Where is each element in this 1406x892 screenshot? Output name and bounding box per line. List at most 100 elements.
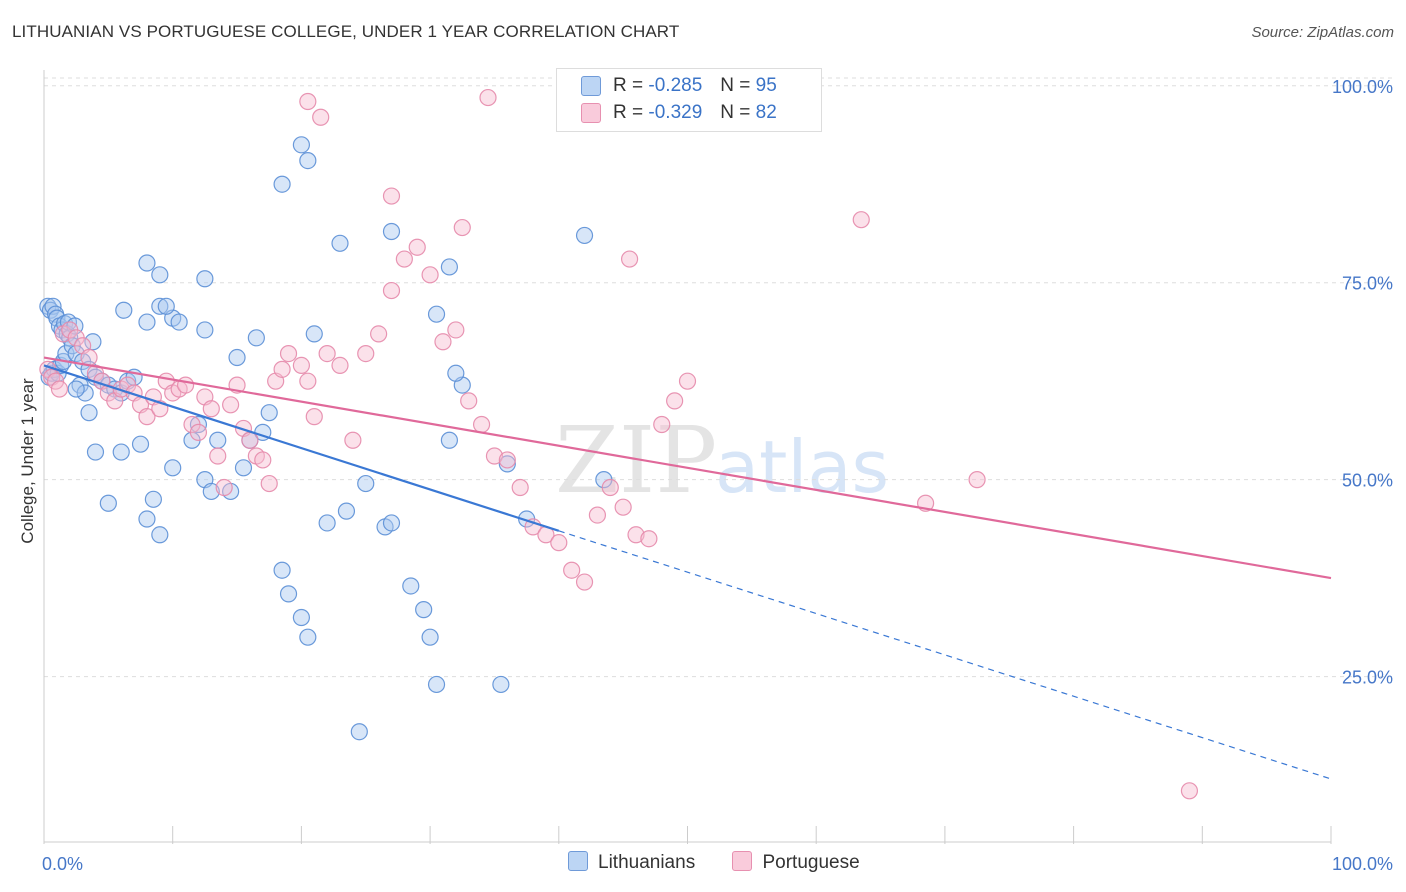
legend-n-value: 82 bbox=[755, 102, 777, 123]
lithuanian-point bbox=[151, 297, 169, 315]
series-legend-lithuanians: Lithuanians bbox=[568, 850, 695, 874]
lithuanian-point bbox=[421, 628, 439, 646]
legend-r-label: R = bbox=[613, 102, 644, 123]
portuguese-point bbox=[273, 360, 291, 378]
y-tick-label: 50.0% bbox=[1342, 471, 1393, 491]
portuguese-point bbox=[479, 88, 497, 107]
lithuanian-point bbox=[144, 490, 162, 508]
portuguese-point bbox=[485, 447, 504, 465]
series-legend: Lithuanians Portuguese bbox=[568, 850, 892, 874]
portuguese-point bbox=[678, 372, 697, 390]
lithuanian-point bbox=[76, 384, 94, 402]
portuguese-trend-line bbox=[43, 356, 1332, 580]
gridlines bbox=[44, 77, 1394, 678]
portuguese-point bbox=[215, 478, 233, 497]
x-tick-label-start: 0.0% bbox=[42, 854, 83, 874]
legend-r-value: -0.285 bbox=[648, 75, 703, 96]
lithuanian-point bbox=[196, 270, 214, 288]
lithuanian-point bbox=[279, 585, 298, 603]
portuguese-point bbox=[588, 506, 607, 524]
lithuanian-point bbox=[331, 234, 349, 252]
portuguese-point bbox=[80, 348, 98, 367]
portuguese-point bbox=[299, 372, 317, 390]
data-points bbox=[39, 88, 1199, 800]
lithuanian-point bbox=[305, 325, 323, 343]
portuguese-point bbox=[511, 478, 529, 497]
lithuanian-point bbox=[151, 266, 169, 284]
lithuanian-point bbox=[273, 175, 291, 193]
legend-swatch-pink bbox=[581, 102, 601, 123]
portuguese-point bbox=[575, 573, 594, 591]
series-swatch-blue bbox=[568, 850, 588, 871]
portuguese-point bbox=[292, 356, 310, 375]
legend-n-label: N = bbox=[720, 102, 751, 123]
lithuanian-point bbox=[99, 494, 117, 512]
portuguese-point bbox=[189, 423, 208, 441]
lithuanian-point bbox=[260, 404, 278, 422]
lithuanian-point bbox=[292, 136, 310, 154]
portuguese-point bbox=[331, 356, 349, 375]
lithuanian-point bbox=[318, 514, 336, 532]
portuguese-point bbox=[421, 266, 439, 284]
lithuanian-point bbox=[228, 348, 246, 367]
series-legend-portuguese: Portuguese bbox=[732, 850, 860, 874]
portuguese-point bbox=[614, 498, 632, 516]
portuguese-point bbox=[46, 372, 65, 390]
portuguese-point bbox=[209, 447, 227, 465]
portuguese-point bbox=[460, 392, 478, 410]
lithuanian-point bbox=[115, 301, 133, 319]
y-tick-label: 25.0% bbox=[1342, 668, 1393, 688]
portuguese-point bbox=[202, 400, 220, 418]
lithuanian-point bbox=[80, 404, 98, 422]
legend-r-label: R = bbox=[613, 75, 644, 96]
lithuanian-point bbox=[138, 313, 156, 331]
legend-row-portuguese: R = -0.329 N = 82 bbox=[581, 102, 777, 126]
watermark-atlas: atlas bbox=[715, 425, 889, 509]
legend-n-label: N = bbox=[720, 75, 751, 96]
lithuanian-point bbox=[170, 313, 188, 331]
portuguese-point bbox=[640, 530, 658, 548]
lithuanian-point bbox=[427, 675, 446, 694]
portuguese-point bbox=[408, 238, 426, 256]
axes bbox=[43, 70, 1332, 844]
lithuanian-point bbox=[382, 514, 401, 532]
lithuanian-point bbox=[157, 297, 175, 315]
lithuanian-point bbox=[131, 435, 150, 453]
portuguese-point bbox=[50, 380, 69, 398]
portuguese-point bbox=[254, 451, 272, 469]
axis-labels: 25.0% 50.0% 75.0% 100.0% 0.0% 100.0% College, … bbox=[18, 77, 1393, 874]
legend-swatch-blue bbox=[581, 75, 601, 96]
lithuanian-point bbox=[84, 333, 102, 351]
lithuanian-point bbox=[234, 459, 253, 477]
lithuanian-point bbox=[575, 226, 594, 245]
portuguese-point bbox=[968, 471, 986, 489]
portuguese-point bbox=[620, 250, 639, 268]
lithuanian-point bbox=[273, 561, 291, 579]
portuguese-point bbox=[653, 415, 671, 434]
lithuanian-point bbox=[337, 502, 356, 520]
lithuanian-point bbox=[112, 443, 130, 461]
portuguese-point bbox=[434, 333, 452, 351]
lithuanian-point bbox=[498, 455, 516, 473]
x-tick-label-end: 100.0% bbox=[1332, 854, 1393, 874]
lithuanian-point bbox=[350, 723, 368, 741]
watermark: ZIP atlas bbox=[555, 407, 889, 514]
series-swatch-pink bbox=[732, 850, 753, 871]
lithuanian-point bbox=[138, 510, 156, 528]
portuguese-point bbox=[299, 92, 317, 111]
lithuanian-point bbox=[164, 459, 182, 477]
chart-title: LITHUANIAN VS PORTUGUESE COLLEGE, UNDER … bbox=[12, 22, 680, 41]
portuguese-point bbox=[472, 415, 491, 434]
lithuanian-point bbox=[440, 431, 459, 449]
portuguese-point bbox=[222, 396, 240, 414]
y-tick-label: 100.0% bbox=[1332, 77, 1393, 97]
portuguese-point bbox=[260, 474, 278, 493]
lithuanian-point bbox=[151, 526, 169, 544]
lithuanian-point bbox=[299, 151, 317, 170]
lithuanian-point bbox=[202, 482, 220, 501]
portuguese-point bbox=[852, 211, 870, 229]
portuguese-point bbox=[312, 108, 330, 126]
portuguese-point bbox=[447, 321, 465, 339]
portuguese-point bbox=[370, 325, 388, 343]
